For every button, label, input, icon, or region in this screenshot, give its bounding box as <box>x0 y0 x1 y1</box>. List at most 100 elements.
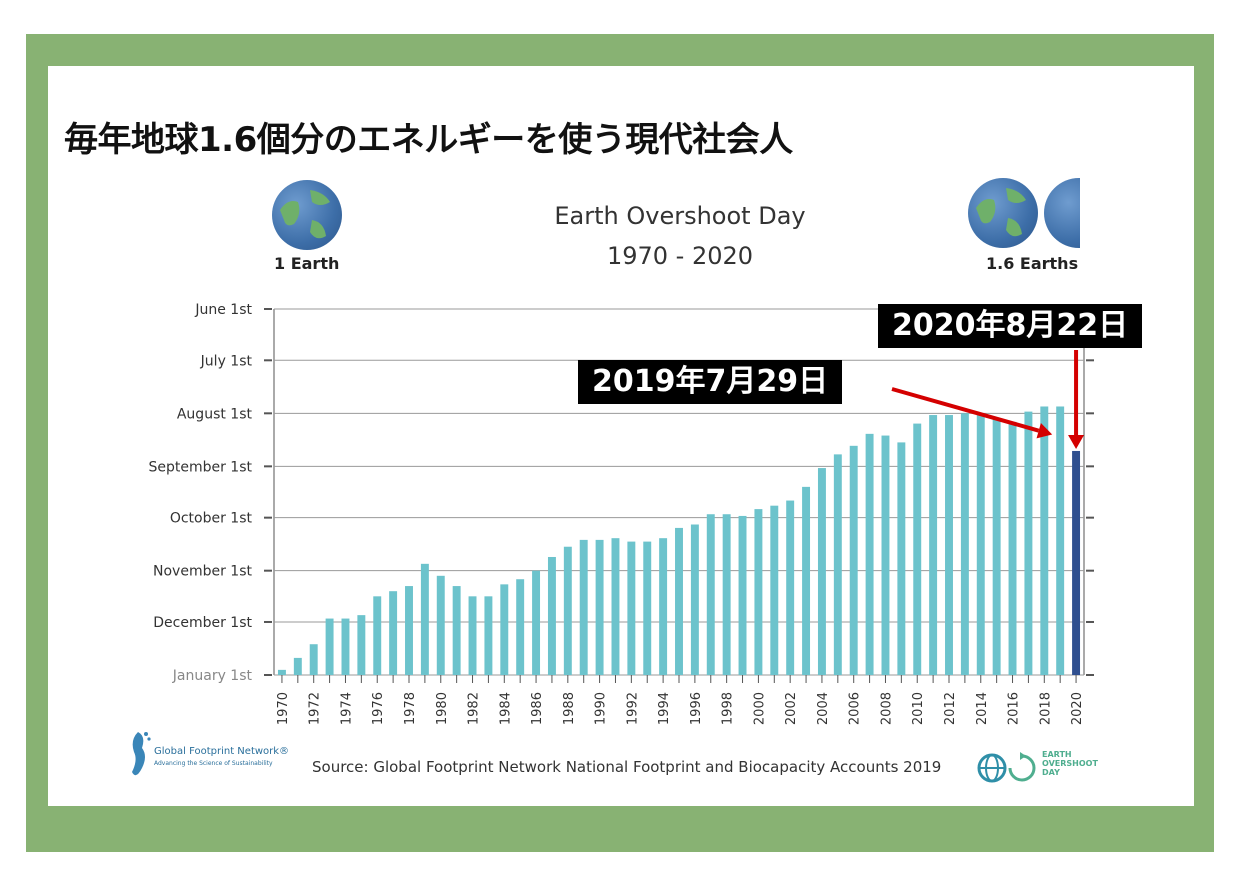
bar-1986 <box>532 570 541 675</box>
y-tick-label: December 1st <box>153 615 252 631</box>
x-tick-label: 2020 <box>1070 692 1085 725</box>
bar-2014 <box>976 415 985 675</box>
bar-1973 <box>325 618 334 675</box>
bar-1995 <box>675 527 683 675</box>
bar-1993 <box>643 541 652 675</box>
y-tick-label: July 1st <box>200 353 253 369</box>
bar-1992 <box>627 541 636 675</box>
eod-logo-text: EARTH OVERSHOOT DAY <box>1042 750 1098 777</box>
right-earth-label: 1.6 Earths <box>986 254 1079 273</box>
earth-continents-icon <box>280 190 330 239</box>
gfn-logo-tagline: Advancing the Science of Sustainability <box>154 760 273 767</box>
partial-earth-clip <box>1044 178 1080 248</box>
y-tick-label: September 1st <box>148 459 252 475</box>
bar-1974 <box>341 618 350 675</box>
headline: 毎年地球1.6個分のエネルギーを使う現代社会人 <box>64 120 793 160</box>
bar-1975 <box>357 615 366 675</box>
source-note: Source: Global Footprint Network Nationa… <box>312 758 942 776</box>
bar-1987 <box>547 556 556 675</box>
bar-2001 <box>770 505 779 675</box>
bar-2017 <box>1024 411 1033 675</box>
y-tick-label: October 1st <box>170 511 253 527</box>
bar-1997 <box>706 514 715 675</box>
bar-1988 <box>563 546 572 675</box>
chart-title: Earth Overshoot Day <box>554 202 806 230</box>
x-tick-label: 1978 <box>403 692 418 725</box>
x-tick-label: 2014 <box>975 692 990 725</box>
x-tick-label: 2010 <box>911 692 926 725</box>
x-tick-label: 2012 <box>943 692 958 725</box>
bar-2008 <box>881 435 890 675</box>
x-tick-label: 1998 <box>721 692 736 725</box>
x-tick-label: 2000 <box>752 692 767 725</box>
bar-2004 <box>817 468 826 675</box>
x-tick-label: 1974 <box>339 692 354 725</box>
x-tick-label: 1992 <box>625 692 640 725</box>
x-tick-label: 1996 <box>689 692 704 725</box>
bar-1985 <box>516 579 525 675</box>
gfn-logo-name: Global Footprint Network® <box>154 746 290 757</box>
bar-2015 <box>992 418 1001 675</box>
bar-2013 <box>960 413 969 675</box>
footprint-icon <box>132 732 151 776</box>
bar-1971 <box>293 657 302 675</box>
bar-2009 <box>897 442 906 675</box>
x-tick-label: 2002 <box>784 692 799 725</box>
bar-1970 <box>277 669 286 675</box>
bar-1981 <box>452 586 461 675</box>
bar-1976 <box>373 596 382 675</box>
bar-1972 <box>309 644 318 675</box>
bar-1989 <box>579 539 588 675</box>
callout-2019: 2019年7月29日 <box>578 360 843 404</box>
arrow-2019-head <box>1036 422 1053 439</box>
left-earth-label: 1 Earth <box>274 254 340 273</box>
bar-1998 <box>722 514 731 675</box>
x-tick-label: 2004 <box>816 692 831 725</box>
bar-2002 <box>786 500 795 675</box>
earth-continents-icon <box>976 188 1026 237</box>
bar-2010 <box>913 423 922 675</box>
bar-2012 <box>945 415 953 675</box>
x-tick-label: 1970 <box>276 692 291 725</box>
bar-2003 <box>802 486 811 675</box>
x-tick-label: 2016 <box>1007 692 1022 725</box>
bar-2019 <box>1056 406 1065 675</box>
earth-globe-icon <box>968 178 1038 248</box>
x-tick-label: 1990 <box>594 692 609 725</box>
bar-1984 <box>500 584 509 675</box>
x-tick-label: 1980 <box>435 692 450 725</box>
earth-overshoot-day-logo: EARTH OVERSHOOT DAY <box>976 748 1116 788</box>
bar-2006 <box>849 445 858 675</box>
bar-1983 <box>484 596 493 675</box>
bar-1980 <box>436 575 445 675</box>
bar-1982 <box>468 596 477 675</box>
bar-1991 <box>611 538 620 675</box>
bar-2000 <box>754 509 763 675</box>
x-tick-label: 1986 <box>530 692 545 725</box>
bar-1990 <box>595 539 604 675</box>
arrow-2019-shaft <box>891 387 1040 433</box>
bar-2005 <box>833 454 842 675</box>
globe-loop-icon <box>977 752 1036 783</box>
x-tick-label: 2008 <box>879 692 894 725</box>
bar-1999 <box>738 515 747 675</box>
bar-2016 <box>1008 421 1017 675</box>
chart-subtitle: 1970 - 2020 <box>606 242 754 270</box>
y-tick-label: June 1st <box>194 302 252 318</box>
x-tick-label: 1988 <box>562 692 577 725</box>
bar-2007 <box>865 433 874 675</box>
arrow-2020-head <box>1068 434 1085 449</box>
x-tick-label: 1976 <box>371 692 386 725</box>
bar-1979 <box>420 563 429 675</box>
y-tick-label: August 1st <box>177 406 253 422</box>
bar-1996 <box>690 524 699 675</box>
x-tick-label: 2006 <box>848 692 863 725</box>
earth-globe-icon <box>272 180 342 250</box>
x-tick-label: 1994 <box>657 692 672 725</box>
bar-1978 <box>405 586 413 675</box>
y-tick-label: November 1st <box>153 564 252 580</box>
x-tick-label: 1984 <box>498 692 513 725</box>
callout-2020: 2020年8月22日 <box>878 304 1143 348</box>
y-tick-label: January 1st <box>172 668 253 684</box>
bar-1994 <box>659 538 668 675</box>
